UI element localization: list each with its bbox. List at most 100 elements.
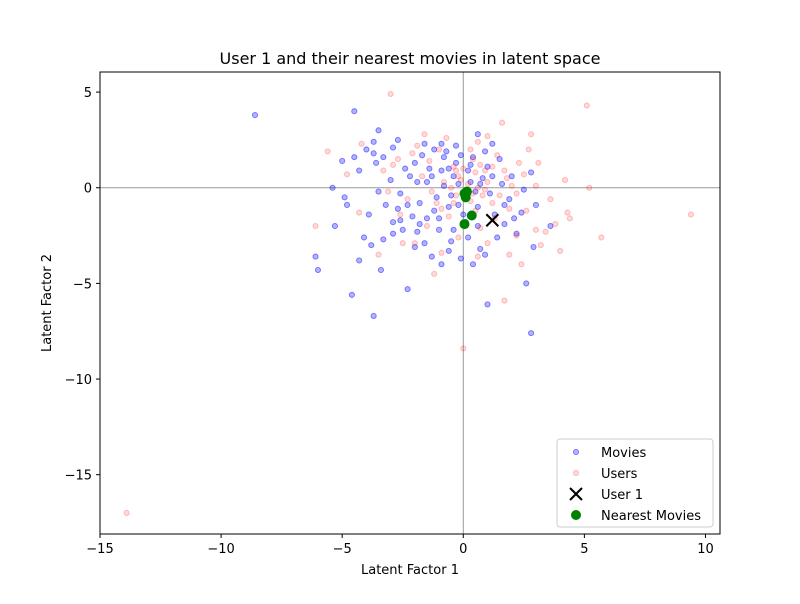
movies-point bbox=[508, 173, 515, 180]
movies-point bbox=[477, 180, 484, 187]
movies-point bbox=[440, 182, 447, 189]
users-point bbox=[484, 178, 491, 186]
legend-marker-user-1 bbox=[569, 487, 583, 501]
legend-marker-movies bbox=[572, 448, 580, 456]
legend-label-users: Users bbox=[601, 467, 638, 482]
users-point bbox=[421, 131, 428, 138]
x-axis: −15 −10 −5 0 5 10 bbox=[86, 534, 714, 557]
users-point bbox=[477, 161, 484, 168]
movies-point bbox=[365, 211, 372, 218]
legend-box bbox=[556, 438, 714, 528]
users-point bbox=[535, 159, 542, 166]
user-1-point-stroke-b bbox=[485, 213, 500, 227]
y-tick-label: −15 bbox=[65, 469, 92, 484]
users-point bbox=[467, 146, 474, 153]
users-point bbox=[479, 192, 486, 199]
movies-point bbox=[382, 201, 389, 209]
movies-point bbox=[438, 261, 445, 268]
x-tick-label: −5 bbox=[333, 542, 352, 557]
users-point bbox=[123, 509, 130, 517]
x-tick-label: 5 bbox=[580, 542, 588, 557]
users-point bbox=[380, 167, 387, 174]
movies-point bbox=[341, 194, 348, 201]
series-user-1 bbox=[485, 213, 500, 227]
users-point bbox=[586, 184, 593, 191]
users-point bbox=[385, 188, 392, 195]
users-point bbox=[518, 261, 525, 268]
users-point bbox=[409, 150, 416, 157]
users-point bbox=[397, 211, 404, 218]
movies-point bbox=[348, 291, 355, 298]
movies-point bbox=[523, 280, 530, 287]
users-point bbox=[547, 196, 554, 203]
movies-point bbox=[339, 157, 346, 165]
movies-point bbox=[423, 178, 431, 186]
movies-point bbox=[472, 188, 479, 195]
movies-point bbox=[329, 184, 336, 191]
movies-point bbox=[351, 154, 358, 161]
movies-point bbox=[482, 148, 489, 155]
users-point bbox=[583, 102, 590, 109]
x-tick-label: −10 bbox=[207, 542, 234, 557]
users-point bbox=[324, 148, 331, 155]
movies-point bbox=[484, 301, 491, 308]
movies-point bbox=[426, 165, 433, 172]
legend-label-movies: Movies bbox=[601, 446, 646, 461]
users-point bbox=[515, 159, 523, 166]
users-point bbox=[501, 297, 508, 304]
movies-point bbox=[520, 186, 527, 193]
users-point bbox=[445, 213, 452, 220]
movies-point bbox=[428, 253, 435, 260]
users-point bbox=[474, 253, 481, 260]
movies-point bbox=[474, 222, 481, 230]
movies-point bbox=[331, 222, 338, 230]
x-tick-label: −15 bbox=[86, 542, 113, 557]
movies-point bbox=[518, 209, 525, 216]
movies-point bbox=[438, 167, 445, 174]
users-point bbox=[443, 134, 450, 142]
x-axis-label: Latent Factor 1 bbox=[361, 563, 459, 578]
movies-point bbox=[496, 155, 503, 163]
users-point bbox=[513, 232, 520, 239]
movies-point bbox=[452, 142, 460, 149]
movies-point bbox=[445, 165, 452, 172]
legend-label-nearest-movies: Nearest Movies bbox=[601, 509, 701, 524]
users-point bbox=[557, 247, 564, 254]
users-point bbox=[484, 240, 491, 247]
nearest-movies-point bbox=[459, 188, 470, 199]
legend-label-user-1: User 1 bbox=[601, 488, 643, 503]
users-point bbox=[474, 184, 481, 191]
users-point bbox=[472, 169, 479, 176]
users-point bbox=[423, 222, 431, 230]
movies-point bbox=[532, 201, 539, 209]
movies-point bbox=[387, 177, 394, 184]
movies-point bbox=[474, 203, 481, 210]
users-point bbox=[465, 180, 472, 187]
movies-point bbox=[440, 154, 447, 161]
movies-point bbox=[436, 215, 443, 222]
movies-point bbox=[377, 266, 384, 274]
movies-point bbox=[455, 201, 462, 209]
movies-point bbox=[421, 240, 428, 247]
movies-point bbox=[380, 236, 387, 243]
users-point bbox=[457, 177, 464, 184]
users-point bbox=[433, 199, 440, 207]
users-point bbox=[687, 211, 694, 218]
movies-point bbox=[433, 194, 440, 201]
users-point bbox=[399, 240, 406, 247]
users-point bbox=[532, 182, 539, 189]
movies-point bbox=[489, 173, 496, 180]
movies-point bbox=[394, 136, 401, 143]
movies-point bbox=[455, 180, 462, 187]
movies-point bbox=[448, 192, 455, 199]
movies-point bbox=[351, 108, 358, 115]
users-point bbox=[436, 146, 443, 153]
movies-point bbox=[370, 312, 377, 319]
movies-point bbox=[312, 253, 319, 260]
legend-marker-user-1-stroke-b bbox=[569, 487, 583, 501]
movies-point bbox=[452, 159, 460, 166]
movies-point bbox=[404, 286, 411, 293]
movies-point bbox=[389, 144, 397, 151]
movies-point bbox=[380, 154, 387, 161]
